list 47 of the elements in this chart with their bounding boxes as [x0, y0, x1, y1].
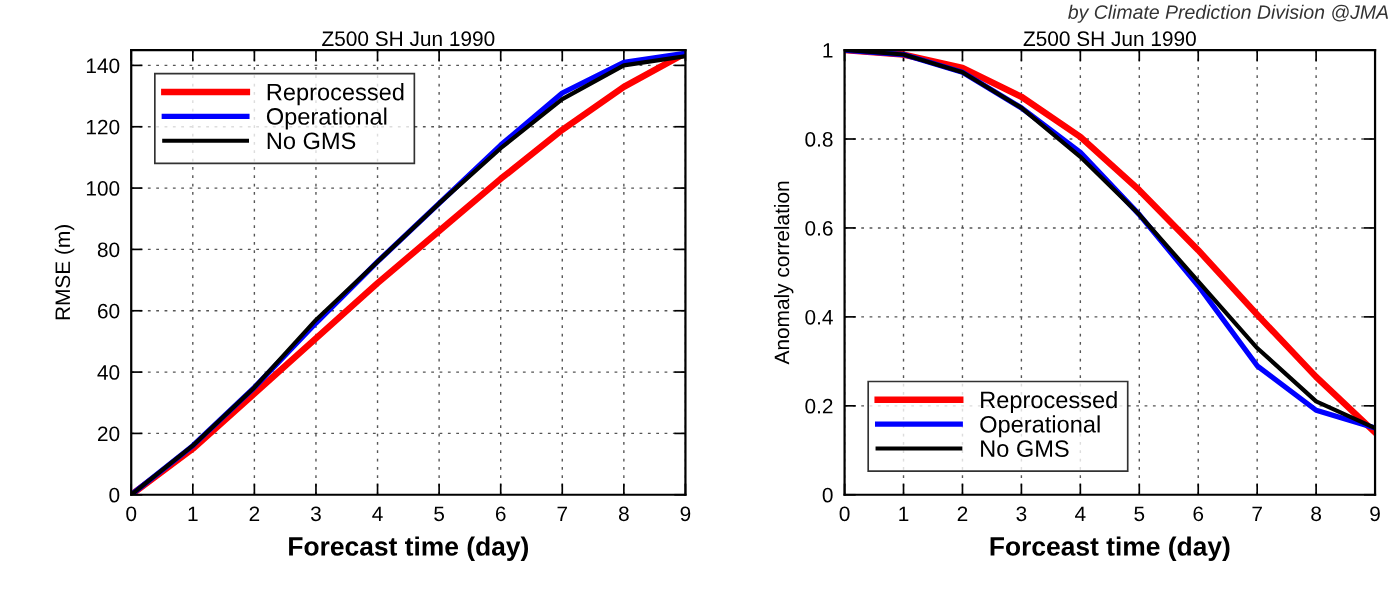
- chart-title: Z500 SH Jun 1990: [1023, 31, 1196, 47]
- legend-label: Reprocessed: [981, 390, 1117, 413]
- legend-label: Operational: [980, 415, 1100, 438]
- chart-title: Z500 SH Jun 1990: [322, 31, 495, 47]
- x-tick-label: 9: [1370, 506, 1380, 522]
- y-tick-label: 80: [97, 242, 120, 258]
- x-tick-label: 6: [495, 506, 506, 522]
- x-tick-label: 8: [1311, 506, 1322, 522]
- x-axis-title: Forecast time (day): [289, 536, 529, 561]
- legend-label: Reprocessed: [267, 83, 404, 106]
- x-tick-label: 8: [618, 506, 629, 522]
- x-tick-label: 4: [1075, 506, 1086, 521]
- y-tick-label: 0: [822, 487, 833, 503]
- y-tick-label: 100: [86, 181, 120, 196]
- y-tick-label: 60: [98, 303, 120, 319]
- y-axis-title: Anomaly correlation: [773, 181, 794, 365]
- x-tick-label: 3: [310, 506, 321, 522]
- y-tick-label: 0.4: [805, 309, 833, 325]
- y-tick-label: 140: [86, 58, 120, 74]
- y-tick-label: 0.8: [805, 132, 833, 147]
- y-tick-label: 0.6: [805, 220, 833, 236]
- y-tick-label: 0.2: [805, 398, 833, 414]
- legend-label: No GMS: [267, 132, 356, 150]
- y-tick-label: 120: [86, 119, 120, 135]
- text: by Climate Prediction Division @JMA: [1068, 4, 1388, 23]
- legend-label: No GMS: [981, 440, 1069, 458]
- x-tick-label: 9: [680, 506, 691, 522]
- x-tick-label: 3: [1016, 506, 1027, 522]
- y-tick-label: 1: [823, 43, 833, 58]
- x-tick-label: 5: [1134, 506, 1145, 522]
- x-tick-label: 1: [899, 506, 909, 521]
- x-tick-label: 2: [249, 506, 260, 521]
- x-tick-label: 7: [557, 506, 568, 521]
- x-tick-label: 0: [126, 506, 137, 522]
- x-tick-label: 2: [957, 506, 968, 521]
- x-tick-label: 4: [372, 506, 383, 521]
- x-tick-label: 6: [1193, 506, 1204, 522]
- y-tick-label: 0: [109, 487, 120, 503]
- y-tick-label: 20: [97, 426, 120, 442]
- x-tick-label: 1: [188, 506, 198, 521]
- y-axis-title: RMSE (m): [54, 225, 75, 320]
- x-tick-label: 5: [434, 506, 445, 522]
- x-tick-label: 0: [839, 506, 850, 522]
- x-tick-label: 7: [1252, 506, 1262, 521]
- y-tick-label: 40: [97, 365, 120, 380]
- x-axis-title: Forceast time (day): [990, 536, 1230, 561]
- legend-label: Operational: [266, 107, 387, 130]
